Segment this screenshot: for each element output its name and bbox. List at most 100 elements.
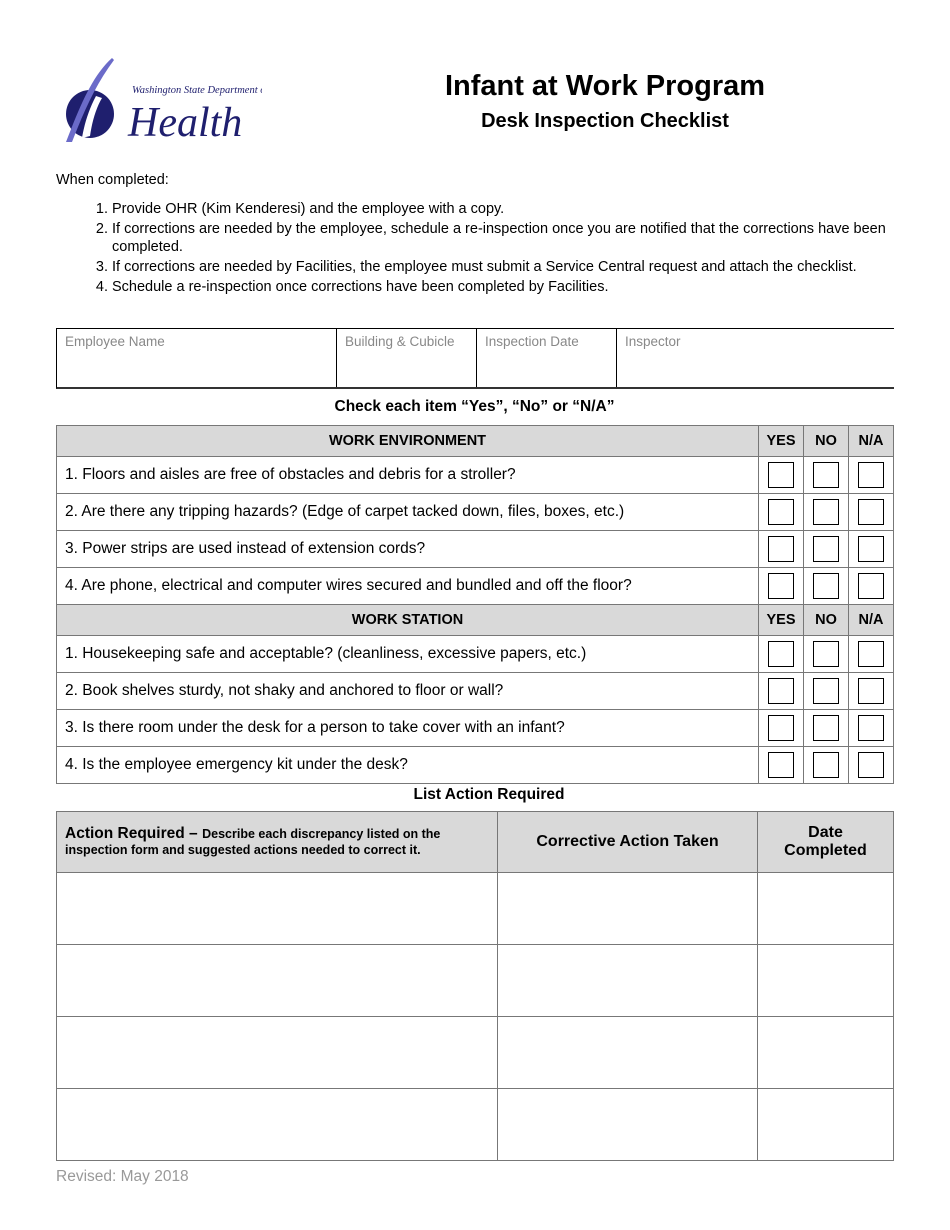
no-checkbox[interactable] xyxy=(813,641,839,667)
employee-name-field[interactable]: Employee Name xyxy=(57,329,337,387)
action-required-title: Action Required – xyxy=(65,825,198,842)
intro-text: When completed: xyxy=(56,172,169,188)
checkbox-cell xyxy=(758,635,804,673)
checklist-table: WORK ENVIRONMENT YES NO N/A 1. Floors and ai… xyxy=(56,425,894,784)
checklist-question: 4. Is the employee emergency kit under t… xyxy=(56,746,759,784)
na-checkbox[interactable] xyxy=(858,641,884,667)
checkbox-cell xyxy=(803,456,849,494)
checkbox-cell xyxy=(758,746,804,784)
yes-checkbox[interactable] xyxy=(768,536,794,562)
checkbox-cell xyxy=(758,530,804,568)
checkbox-cell xyxy=(848,456,894,494)
checklist-row: 2. Are there any tripping hazards? (Edge… xyxy=(56,493,894,531)
date-completed-cell[interactable] xyxy=(757,1016,894,1089)
instruction-item: Provide OHR (Kim Kenderesi) and the empl… xyxy=(112,200,912,218)
column-header-no: NO xyxy=(803,425,849,457)
no-checkbox[interactable] xyxy=(813,462,839,488)
checkbox-cell xyxy=(803,530,849,568)
checkbox-cell xyxy=(848,672,894,710)
na-checkbox[interactable] xyxy=(858,678,884,704)
no-checkbox[interactable] xyxy=(813,536,839,562)
check-instruction: Check each item “Yes”, “No” or “N/A” xyxy=(334,398,615,415)
svg-text:Washington State Department of: Washington State Department of xyxy=(132,85,262,96)
na-checkbox[interactable] xyxy=(858,715,884,741)
action-required-cell[interactable] xyxy=(56,872,498,945)
corrective-action-cell[interactable] xyxy=(497,1088,758,1161)
action-required-cell[interactable] xyxy=(56,1016,498,1089)
instruction-list: Provide OHR (Kim Kenderesi) and the empl… xyxy=(72,200,912,298)
action-row xyxy=(56,944,894,1017)
no-checkbox[interactable] xyxy=(813,499,839,525)
checkbox-cell xyxy=(758,709,804,747)
section-header: WORK STATION YES NO N/A xyxy=(56,604,894,636)
inspection-date-field[interactable]: Inspection Date xyxy=(477,329,617,387)
yes-checkbox[interactable] xyxy=(768,573,794,599)
corrective-action-cell[interactable] xyxy=(497,1016,758,1089)
date-completed-cell[interactable] xyxy=(757,944,894,1017)
svg-text:Health: Health xyxy=(127,100,242,146)
action-row xyxy=(56,872,894,945)
checklist-question: 3. Is there room under the desk for a pe… xyxy=(56,709,759,747)
yes-checkbox[interactable] xyxy=(768,752,794,778)
column-header-yes: YES xyxy=(758,604,804,636)
column-header-na: N/A xyxy=(848,425,894,457)
instruction-item: If corrections are needed by Facilities,… xyxy=(112,258,912,276)
checklist-row: 2. Book shelves sturdy, not shaky and an… xyxy=(56,672,894,710)
column-header-na: N/A xyxy=(848,604,894,636)
checklist-question: 4. Are phone, electrical and computer wi… xyxy=(56,567,759,605)
checklist-row: 4. Are phone, electrical and computer wi… xyxy=(56,567,894,605)
corrective-action-header: Corrective Action Taken xyxy=(497,811,758,873)
checkbox-cell xyxy=(848,530,894,568)
no-checkbox[interactable] xyxy=(813,715,839,741)
date-completed-header: Date Completed xyxy=(757,811,894,873)
yes-checkbox[interactable] xyxy=(768,499,794,525)
na-checkbox[interactable] xyxy=(858,462,884,488)
checkbox-cell xyxy=(803,672,849,710)
revision-date: Revised: May 2018 xyxy=(56,1168,189,1185)
checklist-row: 1. Housekeeping safe and acceptable? (cl… xyxy=(56,635,894,673)
action-required-cell[interactable] xyxy=(56,1088,498,1161)
field-label: Inspection Date xyxy=(485,334,579,349)
checklist-question: 3. Power strips are used instead of exte… xyxy=(56,530,759,568)
health-department-logo: Washington State Department of Health xyxy=(62,56,270,146)
action-section-title: List Action Required xyxy=(413,786,565,803)
no-checkbox[interactable] xyxy=(813,573,839,599)
checklist-row: 3. Is there room under the desk for a pe… xyxy=(56,709,894,747)
building-cubicle-field[interactable]: Building & Cubicle xyxy=(337,329,477,387)
inspector-field[interactable]: Inspector xyxy=(617,329,894,387)
corrective-action-cell[interactable] xyxy=(497,944,758,1017)
yes-checkbox[interactable] xyxy=(768,641,794,667)
yes-checkbox[interactable] xyxy=(768,462,794,488)
no-checkbox[interactable] xyxy=(813,678,839,704)
corrective-action-cell[interactable] xyxy=(497,872,758,945)
date-completed-cell[interactable] xyxy=(757,1088,894,1161)
section-title: WORK ENVIRONMENT xyxy=(56,425,759,457)
column-header-no: NO xyxy=(803,604,849,636)
checkbox-cell xyxy=(848,567,894,605)
na-checkbox[interactable] xyxy=(858,499,884,525)
checkbox-cell xyxy=(758,456,804,494)
date-completed-cell[interactable] xyxy=(757,872,894,945)
na-checkbox[interactable] xyxy=(858,752,884,778)
section-title: WORK STATION xyxy=(56,604,759,636)
checkbox-cell xyxy=(758,567,804,605)
checkbox-cell xyxy=(803,493,849,531)
instruction-item: Schedule a re-inspection once correction… xyxy=(112,278,912,296)
action-required-table: Action Required – Describe each discrepa… xyxy=(56,811,894,1161)
checkbox-cell xyxy=(848,746,894,784)
no-checkbox[interactable] xyxy=(813,752,839,778)
checkbox-cell xyxy=(803,567,849,605)
action-required-header: Action Required – Describe each discrepa… xyxy=(56,811,498,873)
action-required-cell[interactable] xyxy=(56,944,498,1017)
yes-checkbox[interactable] xyxy=(768,715,794,741)
na-checkbox[interactable] xyxy=(858,573,884,599)
page-title: Infant at Work Program xyxy=(444,70,766,102)
checkbox-cell xyxy=(758,493,804,531)
yes-checkbox[interactable] xyxy=(768,678,794,704)
checkbox-cell xyxy=(803,746,849,784)
na-checkbox[interactable] xyxy=(858,536,884,562)
checklist-row: 4. Is the employee emergency kit under t… xyxy=(56,746,894,784)
column-header-yes: YES xyxy=(758,425,804,457)
action-row xyxy=(56,1016,894,1089)
page-subtitle: Desk Inspection Checklist xyxy=(481,110,729,132)
